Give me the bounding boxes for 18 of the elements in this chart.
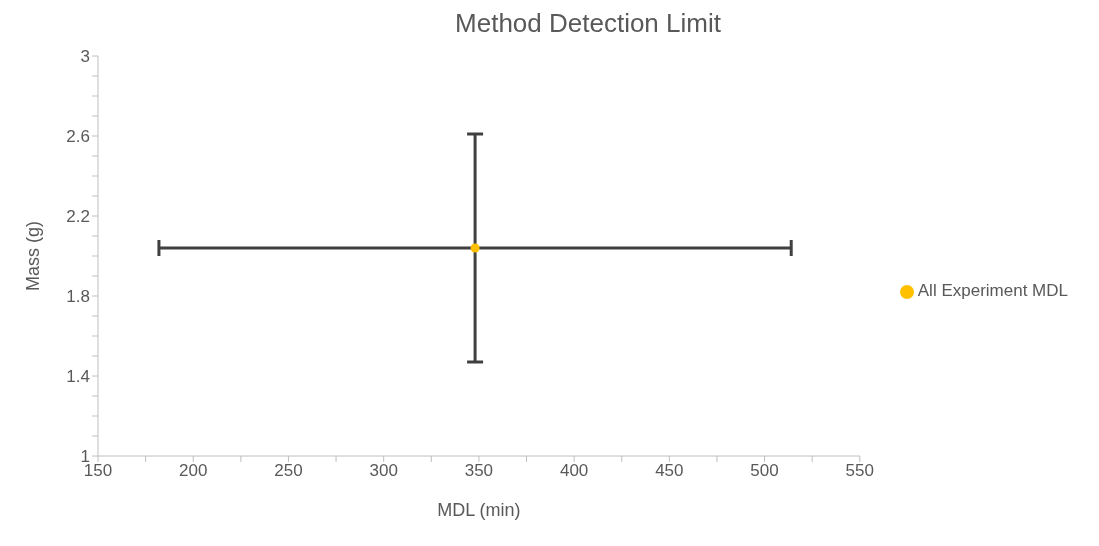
x-tick-label: 400 [559, 461, 589, 481]
legend-label: All Experiment MDL [917, 281, 1068, 300]
x-tick-label: 250 [274, 461, 303, 481]
y-tick-label: 1.8 [66, 287, 90, 307]
x-tick-label: 300 [369, 461, 398, 481]
y-tick-label: 2.2 [66, 207, 90, 227]
x-tick-label: 450 [655, 461, 684, 481]
x-axis-title: MDL (min) [437, 500, 521, 520]
y-tick-label: 1.4 [66, 367, 90, 387]
chart-title: Method Detection Limit [454, 8, 722, 40]
x-tick-label: 550 [845, 461, 874, 481]
y-tick-label: 3 [80, 47, 90, 67]
x-tick-label: 350 [464, 461, 494, 481]
y-axis-title: Mass (g) [23, 220, 44, 292]
x-tick-label: 500 [750, 461, 779, 481]
x-tick-label: 200 [179, 461, 208, 481]
x-tick-label: 150 [83, 461, 113, 481]
y-tick-label: 2.6 [66, 127, 90, 147]
